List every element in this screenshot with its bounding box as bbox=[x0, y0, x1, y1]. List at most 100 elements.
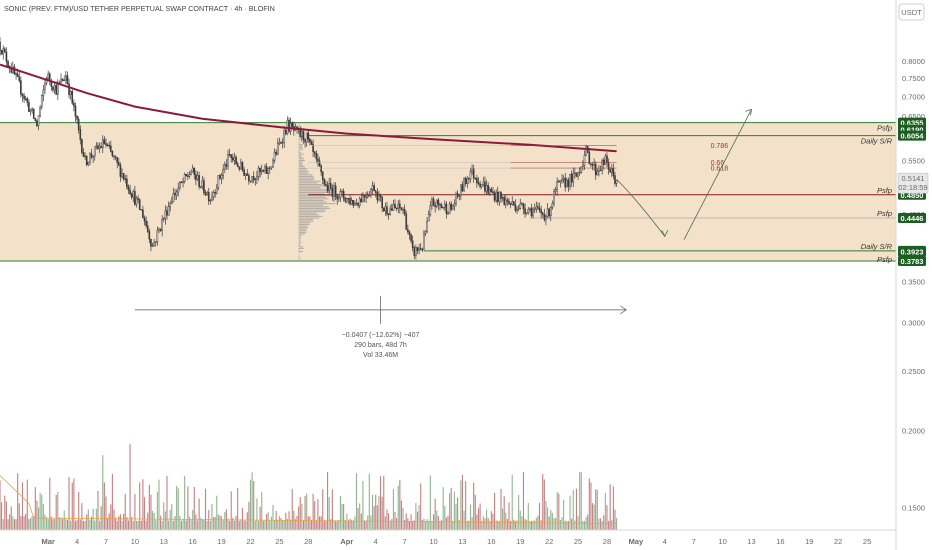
candle-body bbox=[238, 166, 241, 170]
candle-body bbox=[23, 95, 25, 99]
volume-bar bbox=[477, 508, 480, 530]
candle-body bbox=[283, 130, 286, 143]
volume-bar bbox=[219, 515, 221, 530]
volume-bar bbox=[484, 518, 486, 530]
volume-bar bbox=[441, 520, 443, 530]
candle-body bbox=[259, 167, 261, 173]
volume-bar bbox=[280, 518, 282, 530]
volume-bar bbox=[418, 505, 420, 530]
price-level-badge-text: 0.6355 bbox=[901, 119, 924, 128]
volume-bar bbox=[200, 517, 202, 530]
volume-bar bbox=[119, 514, 121, 530]
candle-body bbox=[241, 162, 244, 171]
volume-bar bbox=[267, 512, 269, 530]
candle-body bbox=[44, 82, 46, 91]
volume-bar bbox=[535, 517, 537, 530]
candle-body bbox=[479, 183, 481, 187]
candle-body bbox=[36, 120, 38, 127]
candle-body bbox=[310, 141, 313, 145]
y-tick-label: 0.2500 bbox=[902, 367, 925, 376]
volume-bar bbox=[166, 476, 168, 530]
candle-body bbox=[540, 209, 542, 214]
volume-bar bbox=[521, 516, 523, 530]
volume-bar bbox=[302, 520, 305, 530]
measure-arrowhead bbox=[620, 305, 627, 315]
volume-bar bbox=[494, 492, 496, 530]
volume-profile-bar bbox=[298, 151, 301, 153]
candle-body bbox=[288, 119, 290, 132]
volume-bar bbox=[373, 506, 375, 530]
candle-body bbox=[503, 197, 506, 205]
volume-bar bbox=[428, 520, 430, 530]
volume-bar bbox=[322, 489, 324, 530]
candle-body bbox=[214, 191, 216, 194]
volume-bar bbox=[497, 520, 499, 530]
volume-bar bbox=[291, 488, 293, 530]
candle-body bbox=[305, 132, 308, 143]
candle-body bbox=[368, 194, 371, 197]
candle-body bbox=[183, 174, 186, 182]
volume-profile-bar bbox=[298, 236, 301, 238]
y-tick-label: 0.3500 bbox=[902, 277, 925, 286]
volume-bar bbox=[84, 520, 86, 530]
currency-button[interactable] bbox=[898, 3, 925, 21]
candle-body bbox=[440, 204, 443, 209]
volume-bar bbox=[315, 520, 317, 530]
volume-bar bbox=[351, 519, 353, 530]
candle-body bbox=[347, 198, 350, 200]
candle-body bbox=[559, 180, 562, 183]
candle-body bbox=[551, 203, 554, 208]
candle-body bbox=[370, 189, 372, 196]
chart-title: SONIC (PREV. FTM)/USD TETHER PERPETUAL S… bbox=[4, 4, 275, 13]
x-tick-label: 19 bbox=[217, 537, 225, 546]
candle-body bbox=[601, 160, 603, 171]
candle-body bbox=[337, 197, 340, 200]
candle-body bbox=[599, 169, 602, 172]
candle-body bbox=[574, 172, 576, 174]
volume-bar bbox=[355, 473, 358, 530]
candle-body bbox=[84, 155, 86, 158]
volume-bar bbox=[137, 520, 139, 530]
price-level-badge bbox=[898, 130, 926, 141]
candle-body bbox=[166, 210, 168, 216]
candle-body bbox=[262, 169, 265, 172]
volume-bar bbox=[402, 507, 404, 530]
volume-bar bbox=[582, 520, 584, 530]
price-level-badge bbox=[898, 246, 926, 257]
volume-profile-bar bbox=[298, 183, 323, 185]
volume-bar bbox=[153, 512, 155, 530]
x-tick-label: 28 bbox=[304, 537, 312, 546]
candle-body bbox=[219, 175, 221, 179]
volume-bar bbox=[301, 503, 303, 530]
volume-bar bbox=[214, 516, 216, 530]
volume-bar bbox=[455, 503, 457, 530]
volume-bar bbox=[514, 520, 517, 530]
candle-body bbox=[609, 169, 611, 173]
candle-body bbox=[452, 205, 454, 210]
candle-body bbox=[350, 199, 353, 205]
volume-bar bbox=[579, 471, 581, 530]
x-tick-label: 10 bbox=[718, 537, 726, 546]
candle-body bbox=[187, 175, 189, 177]
volume-profile-bar bbox=[298, 196, 326, 198]
volume-bar bbox=[561, 517, 563, 530]
candle-body bbox=[60, 78, 62, 83]
candle-body bbox=[171, 201, 173, 204]
volume-bar bbox=[487, 518, 489, 530]
candle-body bbox=[535, 206, 538, 210]
candle-body bbox=[392, 203, 395, 211]
volume-bar bbox=[612, 486, 614, 530]
volume-bar bbox=[12, 516, 14, 530]
volume-bar bbox=[426, 518, 428, 530]
candle-body bbox=[397, 203, 400, 209]
candle-body bbox=[39, 107, 41, 117]
volume-bar bbox=[222, 519, 224, 530]
volume-bar bbox=[169, 509, 171, 530]
volume-bar bbox=[397, 485, 399, 530]
volume-bar bbox=[466, 520, 468, 530]
volume-bar bbox=[257, 520, 260, 530]
candle-body bbox=[557, 181, 560, 183]
volume-bar bbox=[360, 513, 362, 530]
